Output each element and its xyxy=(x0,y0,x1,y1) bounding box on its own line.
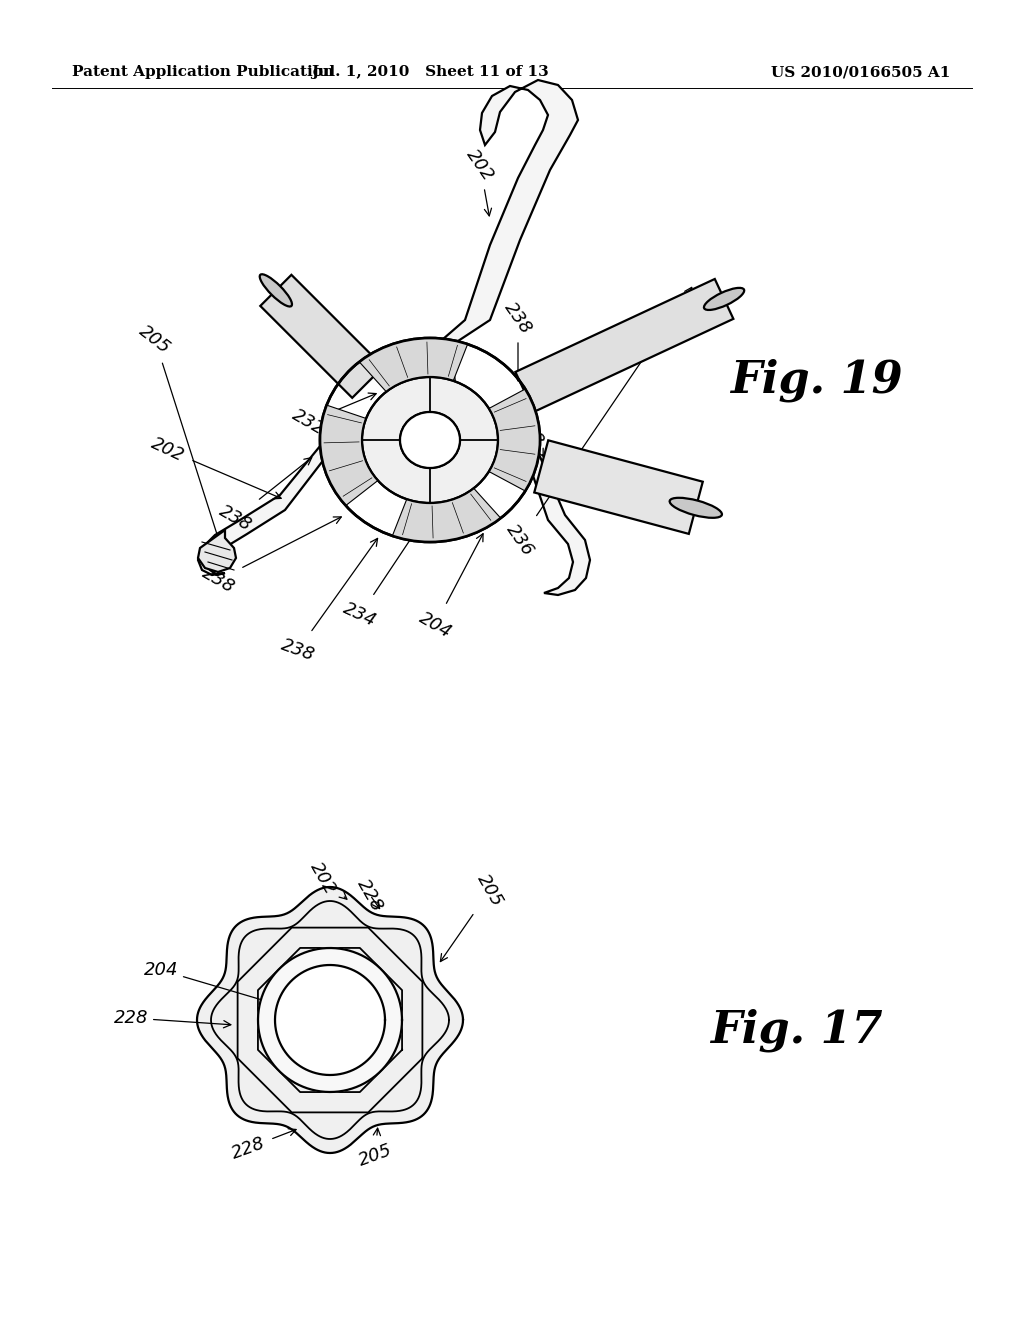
Text: 202: 202 xyxy=(306,858,347,899)
Text: 236: 236 xyxy=(503,288,692,560)
Text: Patent Application Publication: Patent Application Publication xyxy=(72,65,334,79)
Text: 238: 238 xyxy=(215,458,311,535)
Polygon shape xyxy=(435,81,578,346)
Text: Fig. 17: Fig. 17 xyxy=(710,1008,883,1052)
Polygon shape xyxy=(392,488,501,543)
Text: 238: 238 xyxy=(513,411,547,457)
Polygon shape xyxy=(515,279,733,412)
Ellipse shape xyxy=(670,498,722,517)
Ellipse shape xyxy=(400,412,460,469)
Text: 234: 234 xyxy=(341,528,418,631)
Text: 238: 238 xyxy=(279,539,378,664)
Text: 238: 238 xyxy=(501,298,536,381)
Polygon shape xyxy=(535,441,702,533)
Polygon shape xyxy=(525,445,590,595)
Text: 204: 204 xyxy=(143,961,326,1020)
Polygon shape xyxy=(198,531,236,572)
Text: 204: 204 xyxy=(416,533,483,642)
Ellipse shape xyxy=(400,412,460,469)
Text: 228: 228 xyxy=(228,1129,296,1163)
Text: Fig. 19: Fig. 19 xyxy=(730,358,902,401)
Polygon shape xyxy=(258,948,402,1092)
Text: 205: 205 xyxy=(440,871,507,961)
Text: 202: 202 xyxy=(148,434,282,499)
Text: 228: 228 xyxy=(353,875,386,915)
Text: 205: 205 xyxy=(136,322,222,546)
Polygon shape xyxy=(197,887,463,1152)
Text: 238: 238 xyxy=(199,517,341,597)
Text: 205: 205 xyxy=(355,1129,394,1170)
Text: US 2010/0166505 A1: US 2010/0166505 A1 xyxy=(771,65,950,79)
Polygon shape xyxy=(359,338,468,392)
Text: 230: 230 xyxy=(397,348,432,366)
Polygon shape xyxy=(198,440,325,576)
Text: 202: 202 xyxy=(463,145,498,216)
Text: Jul. 1, 2010   Sheet 11 of 13: Jul. 1, 2010 Sheet 11 of 13 xyxy=(311,65,549,79)
Ellipse shape xyxy=(362,378,498,503)
Text: 228: 228 xyxy=(114,1008,230,1028)
Polygon shape xyxy=(488,389,540,491)
Text: 232: 232 xyxy=(289,393,376,438)
Ellipse shape xyxy=(703,288,744,310)
Polygon shape xyxy=(260,275,383,397)
Polygon shape xyxy=(275,965,385,1074)
Ellipse shape xyxy=(260,275,292,306)
Polygon shape xyxy=(321,405,378,506)
